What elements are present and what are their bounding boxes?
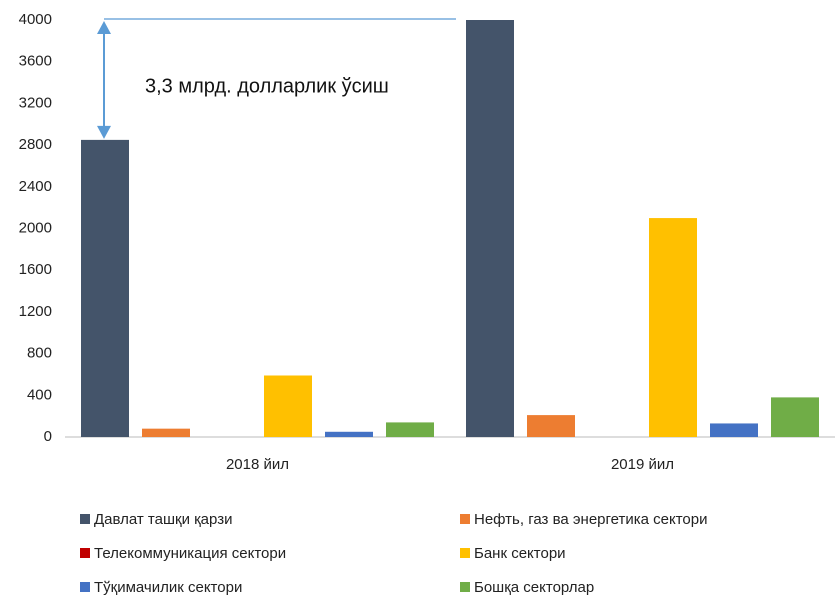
y-tick-label: 1600 bbox=[19, 261, 52, 278]
bar bbox=[466, 20, 514, 437]
legend-swatch bbox=[460, 548, 470, 558]
y-tick-label: 3200 bbox=[19, 94, 52, 111]
y-tick-label: 2000 bbox=[19, 219, 52, 236]
y-tick-label: 2800 bbox=[19, 136, 52, 153]
legend-swatch bbox=[460, 514, 470, 524]
y-tick-label: 800 bbox=[27, 345, 52, 362]
bar bbox=[325, 431, 373, 437]
bar bbox=[386, 422, 434, 437]
y-tick-label: 3600 bbox=[19, 53, 52, 70]
bar bbox=[81, 139, 129, 437]
legend-label: Телекоммуникация сектори bbox=[94, 545, 286, 562]
y-tick-label: 1200 bbox=[19, 303, 52, 320]
bar bbox=[142, 428, 190, 437]
legend-label: Тўқимачилик сектори bbox=[94, 579, 242, 595]
legend-label: Нефть, газ ва энергетика сектори bbox=[474, 511, 707, 528]
bar bbox=[771, 397, 819, 437]
bar bbox=[264, 375, 312, 437]
bar bbox=[710, 423, 758, 437]
legend-swatch bbox=[460, 582, 470, 592]
y-tick-label: 400 bbox=[27, 386, 52, 403]
legend-label: Давлат ташқи қарзи bbox=[94, 511, 232, 528]
bar bbox=[527, 415, 575, 437]
annotation: 3,3 млрд. долларлик ўсиш bbox=[145, 75, 389, 97]
y-tick-label: 0 bbox=[44, 428, 52, 445]
x-tick-label: 2019 йил bbox=[611, 456, 674, 473]
legend-label: Банк сектори bbox=[474, 545, 566, 562]
legend-swatch bbox=[80, 514, 90, 524]
arrow-head bbox=[97, 21, 111, 34]
arrow-head bbox=[97, 125, 111, 139]
y-tick-label: 4000 bbox=[19, 11, 52, 28]
legend-swatch bbox=[80, 548, 90, 558]
bar bbox=[649, 218, 697, 437]
legend-label: Бошқа секторлар bbox=[474, 579, 594, 595]
y-tick-label: 2400 bbox=[19, 178, 52, 195]
x-tick-label: 2018 йил bbox=[226, 456, 289, 473]
legend-swatch bbox=[80, 582, 90, 592]
